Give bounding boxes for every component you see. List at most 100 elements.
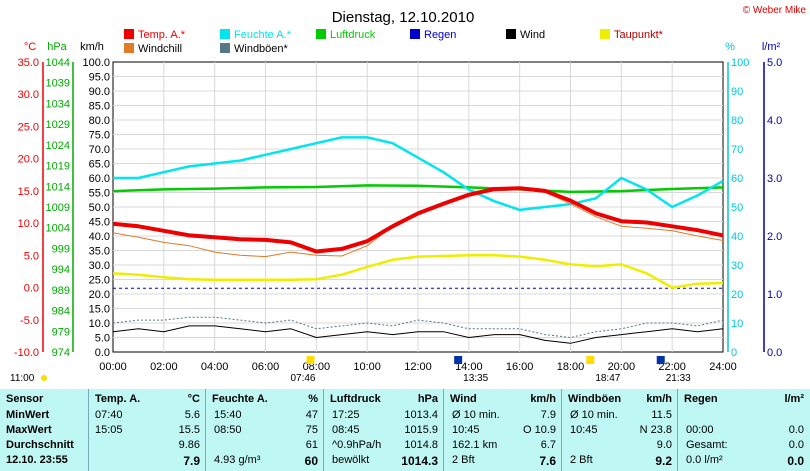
header-luftdruck: Luftdruck [330, 393, 381, 405]
y-tick-label: 90.0 [89, 86, 110, 98]
header-temp: Temp. A. [95, 393, 141, 405]
x-tick-label: 18:00 [557, 361, 585, 373]
legend-swatch [124, 43, 134, 53]
y-tick-label: 80 [731, 115, 743, 127]
y-tick-label: 1029 [46, 119, 70, 131]
y-tick-label: 1.0 [767, 289, 782, 301]
y-tick-label: 5.0 [95, 333, 110, 345]
table-cell-label: 12.10. 23:55 [6, 454, 68, 466]
table-cell-temp-val: 7.9 [183, 454, 200, 468]
y-tick-label: 1009 [46, 202, 70, 214]
table-cell-wind-desc: Ø 10 min. [452, 409, 500, 421]
x-tick-label: 06:00 [252, 361, 280, 373]
y-tick-label: 60.0 [89, 173, 110, 185]
axis-unit-hum: % [725, 41, 735, 53]
table-cell-temp-val: 15.5 [178, 424, 200, 436]
table-cell-label: Durchschnitt [6, 439, 74, 451]
weather-chart: Dienstag, 12.10.2010 © Weber Mike Temp. … [10, 5, 806, 384]
table-cell-rain-val: 0.0 [788, 439, 804, 451]
header-windboeen-unit: km/h [646, 393, 672, 405]
table-cell-press-time: 08:45 [332, 424, 360, 436]
series-line-feuchte-a [113, 136, 724, 212]
table-cell-wind-val: 6.7 [540, 439, 556, 451]
y-tick-label: -5.0 [20, 315, 39, 327]
marker-label: 13:35 [463, 373, 488, 384]
y-tick-label: 974 [52, 347, 70, 359]
y-tick-label: 60 [731, 173, 743, 185]
header-feuchte-unit: % [308, 393, 318, 405]
table-cell-press-time: bewölkt [332, 454, 370, 466]
legend-label: Windchill [138, 43, 182, 55]
table-cell-temp-val: 5.6 [184, 409, 200, 421]
table-cell-hum-val: 75 [305, 424, 318, 436]
table-cell-rain-desc: 0.0 l/m² [686, 454, 723, 466]
y-tick-label: 25.0 [18, 121, 39, 133]
x-tick-label: 04:00 [201, 361, 229, 373]
y-tick-label: 10 [731, 318, 743, 330]
y-tick-label: 15.0 [89, 304, 110, 316]
y-tick-label: 4.0 [767, 115, 782, 127]
header-wind-unit: km/h [530, 393, 556, 405]
table-cell-press-time: 17:25 [332, 409, 360, 421]
table-cell-gust-val: N 23.8 [639, 424, 672, 436]
table-cell-wind-desc: 10:45 [452, 424, 480, 436]
legend: Temp. A.* Feuchte A.* Luftdruck Regen Wind Ta… [124, 29, 664, 55]
y-tick-label: 2.0 [767, 231, 782, 243]
x-tick-label: 12:00 [404, 361, 432, 373]
y-tick-label: 1014 [46, 181, 70, 193]
series-line-taupunkt [112, 254, 724, 289]
y-tick-label: 0.0 [95, 347, 110, 359]
legend-label: Wind [520, 29, 545, 41]
y-tick-label: 989 [52, 285, 70, 297]
legend-label: Luftdruck [330, 29, 376, 41]
header-windboeen: Windböen [568, 393, 622, 405]
y-tick-label: -10.0 [14, 347, 39, 359]
y-tick-label: 70.0 [89, 144, 110, 156]
table-cell-wind-val: O 10.9 [522, 424, 556, 436]
legend-swatch [506, 29, 516, 39]
marker-icon [586, 356, 595, 364]
series-line-temp-a [112, 186, 724, 254]
y-tick-label: 25.0 [89, 275, 110, 287]
header-luftdruck-unit: hPa [417, 393, 438, 405]
y-tick-label: 0.0 [24, 283, 39, 295]
x-tick-label: 10:00 [353, 361, 381, 373]
table-cell-hum-time: 4.93 g/m³ [214, 454, 261, 466]
table-cell-wind-desc: 162.1 km [452, 439, 498, 451]
y-tick-label: 1034 [46, 98, 70, 110]
table-cell-gust-val: 11.5 [651, 409, 672, 421]
legend-swatch [124, 29, 134, 39]
column-divider [443, 389, 444, 471]
marker-icon [656, 356, 665, 364]
y-tick-label: 1024 [46, 140, 70, 152]
table-cell-gust-val: 9.2 [655, 454, 672, 468]
y-tick-label: 20 [731, 289, 743, 301]
table-cell-gust-desc: 10:45 [570, 424, 598, 436]
legend-swatch [220, 43, 230, 53]
table-cell-rain-desc: 00:00 [686, 424, 714, 436]
legend-swatch [316, 29, 326, 39]
y-tick-label: 15.0 [18, 186, 39, 198]
column-divider [561, 389, 562, 471]
legend-label: Regen [424, 29, 456, 41]
table-cell-label: MaxWert [6, 424, 52, 436]
x-tick-label: 22:00 [658, 361, 686, 373]
table-cell-gust-desc: 2 Bft [570, 454, 593, 466]
table-cell-press-val: 1015.9 [404, 424, 438, 436]
y-tick-label: 1004 [46, 223, 70, 235]
y-tick-label: 30.0 [18, 89, 39, 101]
chart-title: Dienstag, 12.10.2010 [332, 9, 475, 26]
y-tick-label: 100.0 [82, 57, 110, 69]
table-cell-rain-val: 0.0 [787, 454, 804, 468]
column-divider [323, 389, 324, 471]
table-cell-label: MinWert [6, 409, 50, 421]
y-tick-label: 55.0 [89, 188, 110, 200]
table-cell-gust-val: 9.0 [656, 439, 672, 451]
header-regen: Regen [684, 393, 718, 405]
y-tick-label: 10.0 [18, 218, 39, 230]
column-divider [88, 389, 89, 471]
table-cell-press-val: 1013.4 [404, 409, 438, 421]
series-layer [112, 136, 724, 344]
y-tick-label: 5.0 [767, 57, 782, 69]
